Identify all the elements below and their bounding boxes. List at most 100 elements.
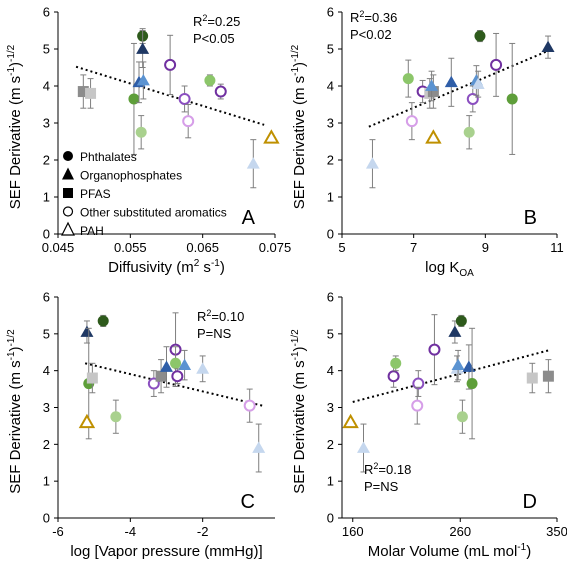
data-point: [243, 399, 256, 412]
data-point: [506, 93, 518, 105]
data-point: [462, 360, 476, 372]
data-point: [411, 399, 424, 412]
data-point: [342, 413, 359, 429]
data-point: [178, 358, 192, 371]
y-tick-label: 0: [327, 511, 334, 526]
legend-marker-triangle: [62, 167, 74, 180]
stats-p-value: P<0.02: [350, 27, 392, 42]
panel-label: A: [242, 207, 256, 229]
y-tick-label: 1: [43, 190, 50, 205]
data-point: [456, 411, 468, 423]
y-tick-label: 2: [43, 153, 50, 168]
stats-p-value: P=NS: [197, 326, 232, 341]
data-point: [80, 325, 94, 337]
data-point: [85, 87, 97, 99]
data-point: [425, 79, 439, 91]
stats-r-squared: R2=0.36: [350, 9, 397, 25]
y-tick-label: 6: [327, 5, 334, 20]
y-tick-label: 0: [43, 511, 50, 526]
data-point: [387, 370, 400, 383]
y-axis-label: SEF Derivative (m s-1)-1/2: [290, 329, 308, 494]
y-tick-label: 2: [327, 437, 334, 452]
data-point: [466, 92, 479, 105]
x-axis-label: log KOA: [425, 259, 474, 279]
y-tick-label: 2: [43, 437, 50, 452]
y-tick-label: 5: [43, 326, 50, 341]
x-tick-label: 11: [550, 240, 564, 255]
y-axis-label: SEF Derivative (m s-1)-1/2: [6, 329, 24, 494]
y-tick-label: 3: [327, 116, 334, 131]
data-point: [444, 75, 458, 88]
data-point: [425, 129, 442, 144]
panel-label: D: [523, 491, 537, 513]
data-point: [463, 126, 475, 138]
chart-panel-d: 0 1 2 3 4 5 6 160 260 350 SEF Derivative (m s-1)-1…: [290, 290, 567, 561]
data-point: [178, 92, 191, 105]
x-tick-label: 7: [410, 240, 417, 255]
data-point: [110, 411, 122, 423]
y-tick-label: 0: [327, 227, 334, 242]
y-axis-label: SEF Derivative (m s-1)-1/2: [290, 44, 308, 209]
data-point: [182, 115, 195, 128]
legend-label: Other substituted aromatics: [80, 206, 227, 220]
data-point: [455, 315, 467, 327]
x-tick-label: 9: [482, 240, 489, 255]
x-tick-label: 260: [449, 524, 471, 539]
x-tick-label: 5: [338, 240, 345, 255]
data-point: [170, 357, 182, 369]
x-tick-label: -4: [125, 524, 137, 539]
legend-label: Organophosphates: [80, 169, 182, 183]
y-axis-label: SEF Derivative (m s-1)-1/2: [6, 44, 24, 209]
data-point: [428, 343, 441, 356]
data-point: [390, 357, 402, 369]
x-tick-label: 0.075: [259, 240, 292, 255]
y-tick-label: 1: [327, 190, 334, 205]
chart-panel-a: 0 1 2 3 4 5 6 0.045 0.055 0.065 0.075 SEF Derivativ…: [6, 5, 291, 277]
data-point: [451, 358, 465, 371]
legend-marker-open-triangle: [61, 221, 75, 236]
legend-label: PFAS: [80, 187, 111, 201]
y-tick-label: 5: [327, 42, 334, 57]
data-point: [214, 85, 227, 98]
x-axis-label: Diffusivity (m2 s-1): [108, 258, 225, 276]
panel-label: B: [524, 207, 537, 229]
data-point: [466, 378, 478, 390]
data-point: [164, 58, 177, 71]
data-point: [252, 441, 266, 453]
legend-marker-circle: [63, 151, 73, 161]
y-tick-label: 4: [43, 79, 50, 94]
y-tick-label: 6: [327, 290, 334, 305]
x-tick-label: 0.065: [186, 240, 219, 255]
data-point: [474, 30, 486, 42]
data-point: [412, 377, 425, 390]
data-point: [541, 40, 555, 53]
data-point: [160, 360, 173, 372]
data-point: [357, 441, 370, 453]
data-point: [365, 157, 379, 169]
y-tick-label: 4: [327, 79, 334, 94]
data-point: [196, 362, 210, 374]
y-tick-label: 4: [327, 363, 334, 378]
y-tick-label: 1: [43, 474, 50, 489]
x-tick-label: -2: [197, 524, 209, 539]
data-point: [427, 86, 439, 98]
legend-label: Phthalates: [80, 150, 137, 164]
panel-label: C: [241, 491, 255, 513]
x-axis-label: log [Vapor pressure (mmHg)]: [70, 543, 262, 560]
data-point: [135, 126, 147, 138]
legend-marker-open-circle: [62, 206, 74, 217]
y-tick-label: 5: [43, 42, 50, 57]
data-point: [471, 77, 485, 90]
x-tick-label: 160: [342, 524, 364, 539]
data-point: [263, 129, 280, 144]
data-point: [78, 413, 96, 429]
trend-line: [368, 49, 549, 128]
trend-line: [84, 362, 263, 407]
y-tick-label: 6: [43, 5, 50, 20]
stats-r-squared: R2=0.25: [193, 13, 240, 29]
stats-r-squared: R2=0.10: [197, 308, 244, 324]
y-tick-label: 3: [43, 116, 50, 131]
x-tick-label: 350: [546, 524, 567, 539]
y-tick-label: 5: [327, 326, 334, 341]
stats-p-value: P=NS: [364, 479, 399, 494]
